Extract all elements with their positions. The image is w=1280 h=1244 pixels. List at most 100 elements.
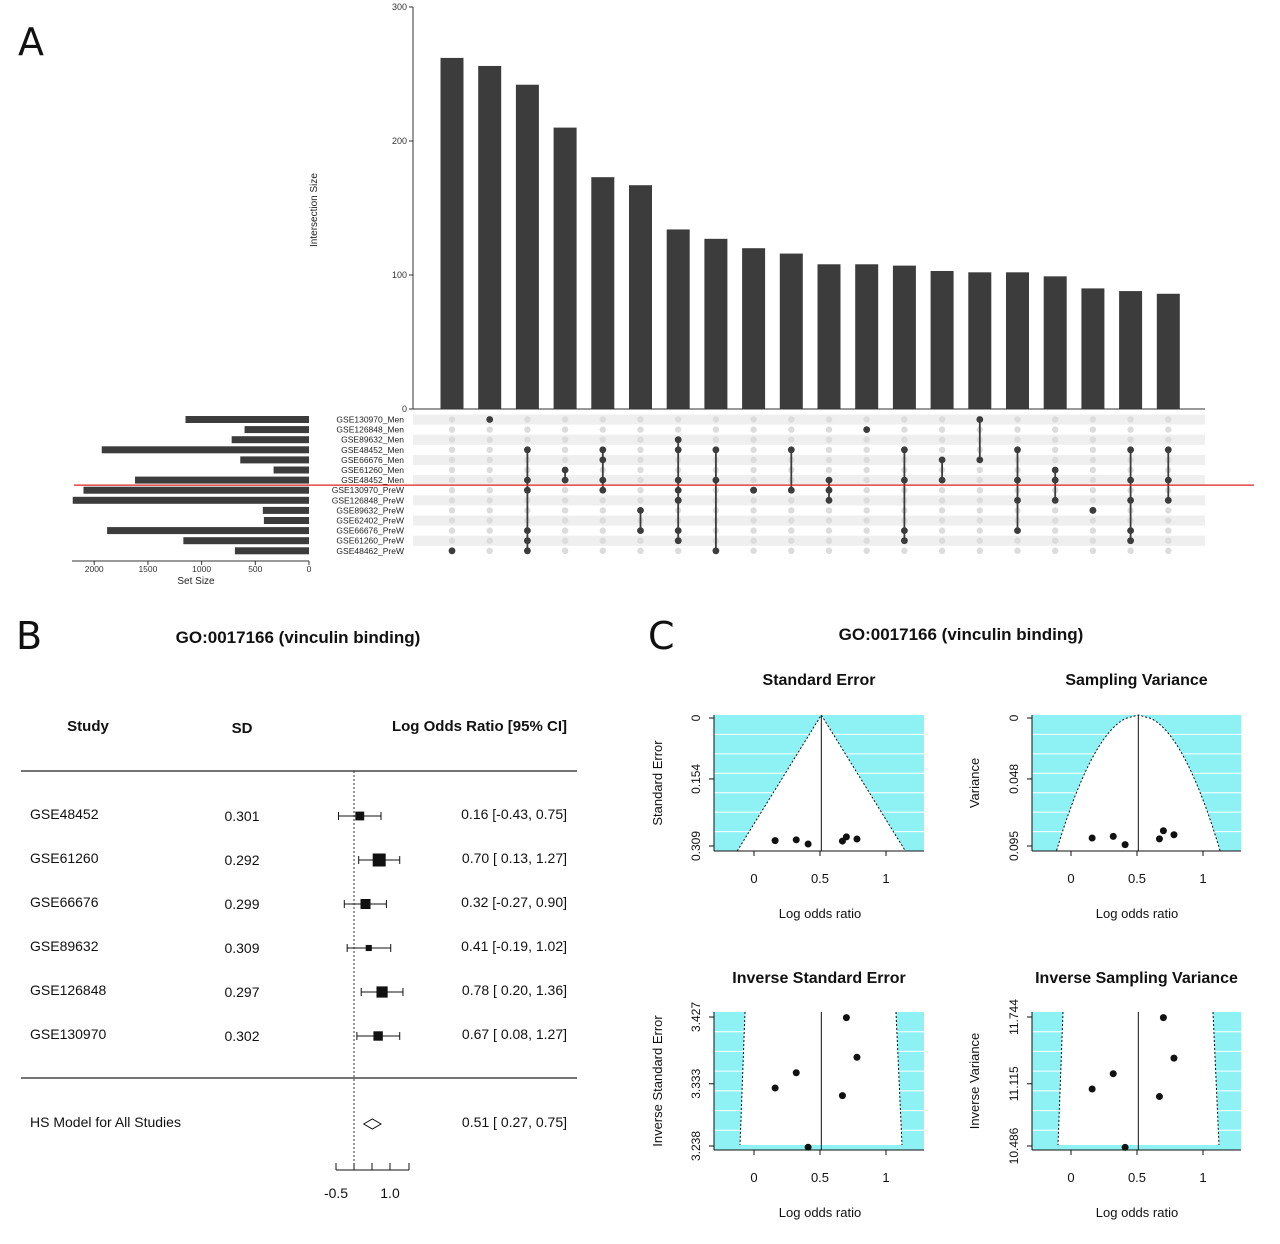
matrix-dot-active bbox=[825, 496, 833, 504]
matrix-dot-inactive bbox=[448, 537, 456, 544]
matrix-dot-inactive bbox=[486, 426, 493, 433]
matrix-dot-inactive bbox=[1165, 547, 1172, 554]
matrix-dot-inactive bbox=[1165, 416, 1172, 423]
matrix-dot-inactive bbox=[1089, 476, 1097, 484]
matrix-dot-active bbox=[1051, 496, 1059, 504]
set-name-label: GSE62402_PreW bbox=[336, 516, 404, 526]
matrix-dot-inactive bbox=[486, 537, 493, 544]
funnel-subplot-ise: Inverse Standard Error Inverse Standard E… bbox=[650, 970, 924, 1220]
matrix-dot-inactive bbox=[750, 426, 757, 433]
matrix-dot-active bbox=[712, 446, 720, 454]
matrix-dot-inactive bbox=[637, 497, 644, 504]
study-name: GSE66676 bbox=[30, 894, 99, 910]
matrix-dot-inactive bbox=[750, 527, 757, 534]
matrix-dot-inactive bbox=[637, 537, 644, 544]
set-size-bar bbox=[263, 517, 309, 524]
intersection-bar bbox=[779, 253, 803, 409]
set-size-bar bbox=[101, 446, 310, 454]
matrix-dot-inactive bbox=[1127, 416, 1134, 423]
intersection-bar bbox=[855, 264, 879, 409]
set-size-tick-label: 2000 bbox=[85, 564, 104, 574]
matrix-dot-inactive bbox=[863, 476, 870, 484]
matrix-dot-inactive bbox=[712, 436, 720, 443]
matrix-dot-inactive bbox=[938, 527, 946, 534]
column-header-ci: Log Odds Ratio [95% CI] bbox=[392, 718, 567, 735]
matrix-dot-active bbox=[825, 486, 833, 494]
set-name-label: GSE66676_Men bbox=[341, 455, 404, 465]
funnel-point bbox=[842, 1014, 850, 1022]
funnel-point bbox=[771, 837, 779, 845]
matrix-dot-inactive bbox=[1089, 446, 1097, 453]
matrix-dot-inactive bbox=[1165, 426, 1172, 433]
funnel-x-label: Log odds ratio bbox=[1096, 1205, 1178, 1220]
study-ci: 0.41 [-0.19, 1.02] bbox=[461, 938, 567, 954]
matrix-dot-inactive bbox=[863, 497, 870, 504]
matrix-dot-inactive bbox=[750, 456, 757, 464]
matrix-dot-inactive bbox=[976, 507, 983, 514]
forest-title: GO:0017166 (vinculin binding) bbox=[176, 628, 421, 647]
intersection-bar bbox=[892, 265, 916, 409]
matrix-dot-inactive bbox=[561, 436, 569, 443]
matrix-dot-inactive bbox=[825, 466, 833, 474]
matrix-dot-inactive bbox=[561, 527, 569, 534]
funnel-point bbox=[853, 1053, 861, 1061]
matrix-dot-active bbox=[674, 436, 682, 444]
funnel-subplot-title: Sampling Variance bbox=[1065, 672, 1207, 689]
matrix-dot-inactive bbox=[788, 426, 795, 433]
matrix-dot-inactive bbox=[750, 507, 757, 514]
matrix-dot-inactive bbox=[448, 527, 456, 534]
matrix-dot-inactive bbox=[1052, 456, 1059, 464]
set-name-label: GSE66676_PreW bbox=[336, 526, 404, 536]
matrix-dot-inactive bbox=[788, 497, 795, 504]
matrix-row-stripe bbox=[413, 414, 1205, 425]
funnel-point bbox=[1088, 1085, 1096, 1093]
study-ci: 0.67 [ 0.08, 1.27] bbox=[462, 1026, 567, 1042]
study-estimate-box bbox=[376, 986, 388, 998]
study-name: GSE61260 bbox=[30, 850, 99, 866]
matrix-dot-active bbox=[1014, 527, 1021, 534]
funnel-point bbox=[792, 1069, 800, 1077]
set-size-bar bbox=[185, 416, 309, 423]
matrix-dot-inactive bbox=[938, 446, 946, 453]
matrix-dot-inactive bbox=[524, 436, 531, 443]
matrix-dot-inactive bbox=[712, 416, 720, 423]
study-sd: 0.299 bbox=[224, 896, 259, 912]
matrix-dot-active bbox=[599, 446, 607, 454]
matrix-dot-inactive bbox=[486, 476, 493, 484]
intersection-bar bbox=[1156, 293, 1180, 409]
matrix-dot-inactive bbox=[637, 487, 644, 494]
matrix-dot-active bbox=[674, 527, 682, 534]
matrix-dot-active bbox=[599, 476, 607, 484]
set-name-label: GSE89632_PreW bbox=[336, 505, 404, 515]
matrix-dot-active bbox=[674, 446, 682, 454]
matrix-dot-inactive bbox=[1052, 436, 1059, 443]
set-size-bar bbox=[135, 476, 309, 484]
set-size-bar bbox=[244, 426, 309, 434]
matrix-dot-inactive bbox=[599, 527, 606, 534]
matrix-dot-inactive bbox=[863, 487, 870, 494]
matrix-dot-inactive bbox=[938, 547, 946, 554]
funnel-point bbox=[792, 836, 800, 844]
funnel-point bbox=[1121, 841, 1129, 849]
set-size-bar bbox=[83, 486, 309, 494]
intersection-bar bbox=[742, 248, 766, 409]
matrix-dot-inactive bbox=[938, 416, 946, 423]
matrix-dot-inactive bbox=[750, 436, 757, 443]
set-size-tick-label: 0 bbox=[307, 564, 312, 574]
study-ci: 0.32 [-0.27, 0.90] bbox=[461, 894, 567, 910]
matrix-dot-inactive bbox=[976, 487, 983, 494]
matrix-dot-inactive bbox=[1165, 517, 1172, 524]
funnel-point bbox=[1159, 1014, 1167, 1022]
matrix-dot-active bbox=[524, 547, 531, 555]
matrix-dot-active bbox=[561, 476, 569, 484]
matrix-row-stripe bbox=[413, 515, 1205, 526]
matrix-dot-inactive bbox=[637, 466, 644, 474]
funnel-y-tick-label: 10.486 bbox=[1007, 1127, 1021, 1164]
matrix-dot-active bbox=[1127, 527, 1134, 534]
matrix-dot-inactive bbox=[1089, 537, 1097, 544]
set-size-label: Set Size bbox=[177, 576, 215, 587]
matrix-dot-active bbox=[938, 456, 946, 464]
intersection-bar bbox=[591, 177, 615, 409]
matrix-dot-active bbox=[524, 476, 531, 484]
